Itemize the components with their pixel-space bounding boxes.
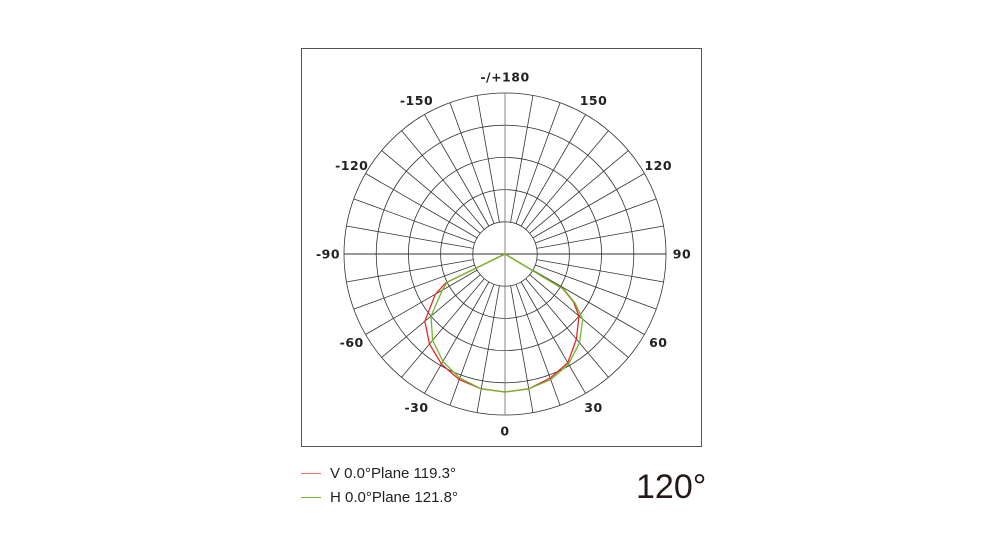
grid-spoke [536, 225, 664, 249]
series-group [424, 253, 584, 393]
tick-label: -90 [316, 247, 340, 262]
tick-label: -60 [340, 335, 364, 350]
tick-label: -120 [335, 158, 368, 173]
grid-spoke [520, 281, 586, 394]
legend-swatch-green [301, 497, 321, 498]
grid-spoke [401, 130, 485, 230]
chart-frame [301, 48, 702, 447]
grid-spoke [353, 198, 475, 244]
tick-label: -150 [400, 93, 433, 108]
grid-spoke [476, 95, 500, 223]
grid-spoke [532, 269, 645, 335]
grid-spoke [525, 278, 609, 378]
tick-label: -30 [404, 400, 428, 415]
legend-swatch-red [301, 473, 321, 474]
grid-spoke [535, 264, 657, 310]
grid-spoke [365, 269, 478, 335]
grid-spoke [536, 259, 664, 283]
legend-item-v-plane: V 0.0°Plane 119.3° [301, 465, 456, 482]
grid-spoke [515, 102, 561, 224]
grid-spoke [532, 173, 645, 239]
series-line-1 [430, 253, 584, 393]
beam-angle: 120° [636, 468, 707, 506]
grid-spoke [365, 173, 478, 239]
grid-spoke [346, 225, 474, 249]
legend-label: H 0.0°Plane 121.8° [330, 489, 458, 506]
grid-spoke [424, 281, 490, 394]
grid-spoke [515, 284, 561, 406]
grid-spoke [449, 102, 495, 224]
grid-spoke [401, 278, 485, 378]
tick-label: 150 [580, 93, 608, 108]
grid-spoke [520, 114, 586, 227]
grid-spoke [476, 285, 500, 413]
legend-label: V 0.0°Plane 119.3° [330, 465, 456, 482]
tick-label: 0 [500, 424, 509, 439]
grid-spoke [424, 114, 490, 227]
legend-item-h-plane: H 0.0°Plane 121.8° [301, 489, 458, 506]
grid-spoke [381, 150, 481, 234]
tick-label: -/+180 [480, 70, 529, 85]
tick-label: 60 [649, 335, 667, 350]
grid-spoke [529, 150, 629, 234]
tick-label: 90 [673, 247, 691, 262]
tick-label: 30 [584, 400, 602, 415]
grid-spoke [510, 95, 534, 223]
tick-label: 120 [644, 158, 672, 173]
grid-spoke [353, 264, 475, 310]
polar-grid [343, 92, 667, 416]
grid-spoke [510, 285, 534, 413]
grid-spoke [449, 284, 495, 406]
grid-spoke [525, 130, 609, 230]
angle-tick-labels: -/+180 150 -150 120 -120 90 -90 60 -60 30 -30 0 [316, 70, 691, 439]
grid-spoke [535, 198, 657, 244]
grid-spoke [346, 259, 474, 283]
